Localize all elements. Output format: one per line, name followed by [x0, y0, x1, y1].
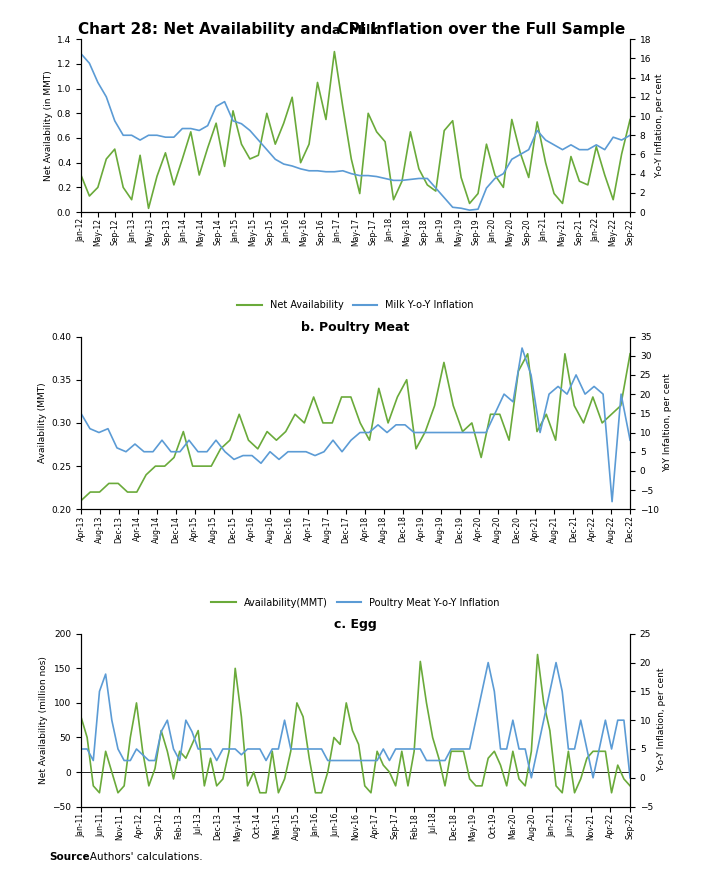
Title: b. Poultry Meat: b. Poultry Meat [301, 321, 410, 334]
Legend: Net Availability, Milk Y-o-Y Inflation: Net Availability, Milk Y-o-Y Inflation [234, 296, 477, 315]
Y-axis label: Availability (MMT): Availability (MMT) [38, 383, 47, 463]
Title: c. Egg: c. Egg [334, 618, 377, 631]
Y-axis label: Y-o-Y Inflation, per cent: Y-o-Y Inflation, per cent [658, 668, 666, 773]
Text: : Authors' calculations.: : Authors' calculations. [83, 852, 203, 862]
Y-axis label: Y-o-Y Inflation, per cent: Y-o-Y Inflation, per cent [655, 73, 665, 178]
Legend: Availability(MMT), Poultry Meat Y-o-Y Inflation: Availability(MMT), Poultry Meat Y-o-Y In… [208, 594, 503, 611]
Text: Source: Source [49, 852, 90, 862]
Text: Chart 28: Net Availability and CPI Inflation over the Full Sample: Chart 28: Net Availability and CPI Infla… [78, 22, 626, 37]
Y-axis label: YoY Infaltion, per cent: YoY Infaltion, per cent [663, 373, 672, 473]
Y-axis label: Net Availability (in MMT): Net Availability (in MMT) [44, 71, 53, 181]
Y-axis label: Net Availability (million nos): Net Availability (million nos) [39, 657, 48, 784]
Title: a. Milk: a. Milk [332, 24, 379, 37]
